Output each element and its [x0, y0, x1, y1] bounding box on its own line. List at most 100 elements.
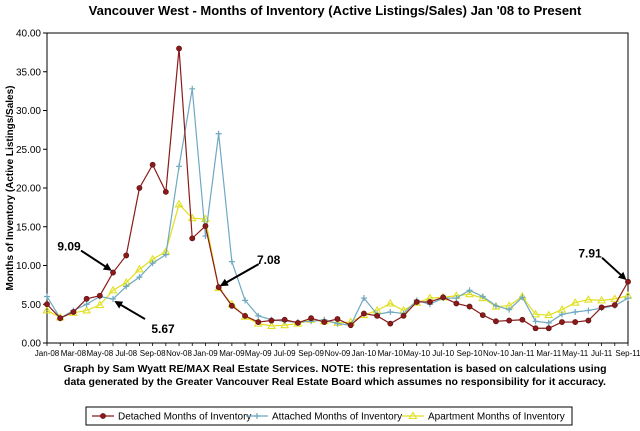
y-tick-label: 20.00 — [16, 184, 41, 195]
x-tick-label: Sep-09 — [298, 349, 324, 358]
annotation-arrow — [219, 263, 260, 287]
plot-frame — [46, 32, 629, 344]
data-point — [134, 264, 144, 273]
data-point — [453, 295, 460, 302]
annotation-label: 7.08 — [257, 253, 281, 267]
data-point — [610, 294, 620, 302]
data-point — [583, 295, 593, 303]
data-point — [611, 302, 618, 308]
data-point — [440, 294, 447, 301]
data-point — [506, 317, 513, 324]
data-point — [123, 252, 130, 259]
data-point — [334, 316, 341, 322]
x-tick-label: Mar-09 — [219, 349, 245, 358]
y-axis-label: Months of Inventory (Active Listings/Sal… — [5, 85, 16, 290]
data-point — [544, 310, 554, 319]
data-point — [136, 274, 143, 281]
data-point — [625, 278, 631, 285]
data-point — [242, 297, 249, 304]
y-tick-label: 30.00 — [16, 106, 41, 117]
y-tick-label: 25.00 — [16, 145, 41, 156]
data-point — [57, 315, 64, 322]
y-axis: 0.00 5.00 10.00 15.00 20.00 25.00 30.00 35.00 40… — [16, 29, 47, 350]
data-point — [479, 293, 486, 300]
data-point — [585, 317, 592, 324]
data-point — [255, 319, 262, 325]
caption-line-1: Graph by Sam Wyatt RE/MAX Real Estate Se… — [63, 363, 606, 375]
legend-marker — [408, 411, 418, 420]
x-tick-label: Mar-08 — [61, 349, 87, 358]
data-point — [400, 312, 407, 319]
annotation-label: 9.09 — [57, 240, 81, 254]
data-point — [162, 251, 169, 258]
data-point — [466, 287, 473, 294]
data-point — [492, 302, 499, 309]
data-point — [466, 303, 473, 310]
data-point — [506, 306, 513, 313]
annotation-arrow — [114, 301, 146, 320]
data-point — [95, 300, 105, 309]
data-point — [82, 305, 92, 314]
data-point — [385, 298, 395, 307]
data-point — [255, 312, 262, 319]
x-tick-label: May-10 — [403, 349, 430, 358]
data-point — [202, 223, 209, 229]
legend-item: Attached Months of Inventory — [246, 412, 402, 423]
data-point — [176, 45, 182, 52]
x-tick-label: Mar-11 — [536, 349, 561, 358]
y-tick-label: 10.00 — [16, 261, 41, 272]
data-point — [374, 312, 381, 319]
data-point — [83, 301, 90, 308]
legend-box — [85, 406, 573, 426]
annotation-label: 5.67 — [151, 322, 175, 336]
data-point — [110, 296, 117, 303]
data-point — [44, 293, 50, 300]
y-tick-label: 15.00 — [16, 222, 41, 233]
data-point — [598, 304, 605, 311]
data-point — [558, 311, 565, 318]
data-point — [413, 299, 420, 305]
x-tick-label: Mar-10 — [378, 349, 404, 358]
data-point — [387, 309, 394, 315]
data-point — [545, 319, 552, 326]
x-axis: Jan-08 Mar-08 May-08 Jul-08 Sep-08 Nov-08 Jan-… — [35, 343, 640, 358]
data-point — [242, 312, 248, 319]
data-point — [531, 309, 541, 318]
x-tick-label: May-09 — [245, 349, 272, 358]
data-point — [585, 307, 592, 314]
legend-marker — [254, 413, 260, 419]
data-point — [308, 315, 314, 322]
data-point — [267, 321, 276, 329]
annotation-arrow — [601, 256, 627, 281]
data-point — [519, 316, 526, 323]
legend-marker — [100, 413, 106, 419]
chart-title: Vancouver West - Months of Inventory (Ac… — [89, 3, 582, 18]
data-point — [361, 310, 367, 317]
data-point — [149, 161, 156, 168]
data-point — [570, 298, 580, 306]
data-point — [215, 130, 222, 137]
annotation-arrow — [80, 249, 112, 271]
x-tick-label: Sep-10 — [457, 349, 483, 358]
data-point — [228, 302, 235, 309]
data-point — [189, 235, 196, 242]
legend: Detached Months of Inventory Attached Mon… — [85, 406, 573, 426]
y-tick-label: 35.00 — [16, 67, 41, 78]
data-point — [174, 199, 184, 208]
plot-area — [46, 32, 629, 344]
legend-item: Detached Months of Inventory — [92, 412, 251, 423]
data-point — [427, 299, 433, 305]
data-point — [149, 260, 156, 267]
data-point — [215, 284, 222, 291]
data-point — [453, 300, 460, 307]
data-point — [123, 283, 130, 290]
x-tick-label: Jul-08 — [115, 349, 137, 358]
data-point — [294, 319, 301, 326]
data-point — [559, 319, 565, 325]
data-point — [532, 318, 539, 325]
data-point — [44, 301, 50, 308]
y-tick-label: 0.00 — [22, 339, 42, 350]
caption-line-2: data generated by the Greater Vancouver … — [64, 376, 606, 388]
x-tick-label: May-11 — [562, 349, 589, 358]
data-point — [280, 320, 290, 329]
